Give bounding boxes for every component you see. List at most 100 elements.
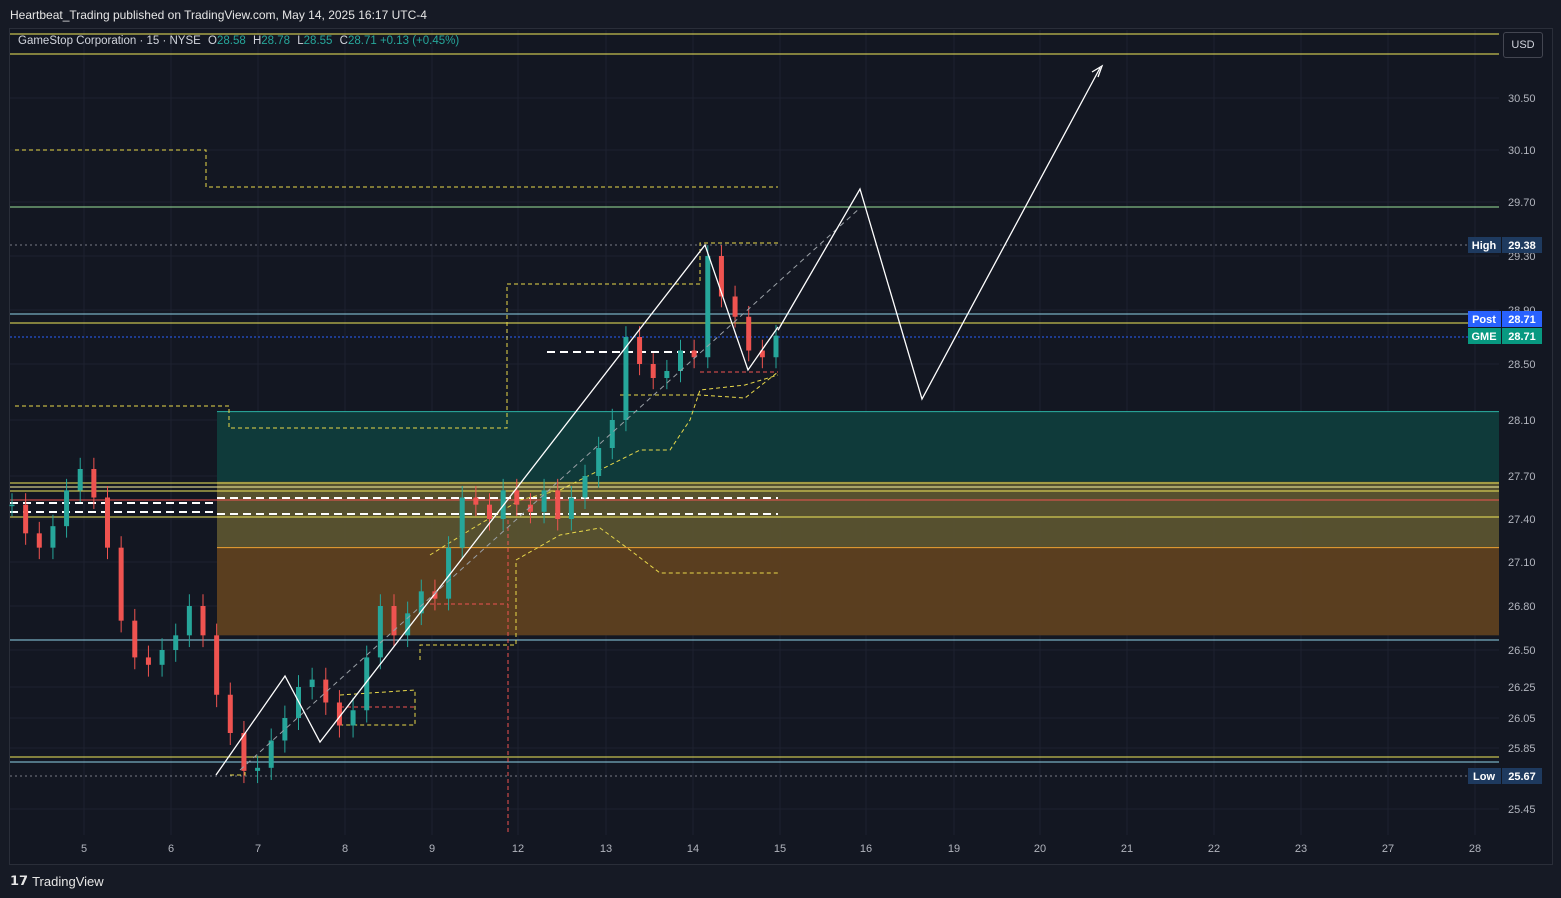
price-tag-value-bg — [1502, 328, 1542, 344]
y-axis-tick: 30.10 — [1508, 145, 1536, 157]
dashed-yellow-box — [339, 689, 416, 726]
x-axis-tick: 7 — [255, 843, 261, 855]
y-axis-tick: 25.85 — [1508, 743, 1536, 755]
change-value: +0.13 (+0.45%) — [379, 35, 460, 47]
candle-body — [91, 469, 97, 498]
price-tag-value-bg — [1502, 237, 1542, 253]
candle-body — [705, 256, 711, 358]
candle-body — [227, 694, 233, 733]
tradingview-logo-icon: 𝟭𝟳 — [10, 873, 29, 888]
symbol-name: GameStop Corporation · 15 · NYSE — [18, 35, 201, 47]
y-axis-tick: 27.70 — [1508, 471, 1536, 483]
candle-body — [623, 337, 629, 420]
y-axis-tick: 28.10 — [1508, 415, 1536, 427]
top-bar: Heartbeat_Trading published on TradingVi… — [0, 0, 1561, 28]
candle-body — [350, 710, 356, 726]
open-label: O — [208, 35, 217, 47]
candle-body — [718, 256, 724, 297]
candle-body — [582, 476, 588, 498]
candle-body — [173, 635, 179, 650]
candle-body — [759, 350, 765, 358]
price-tag-value: 29.38 — [1508, 240, 1536, 252]
y-axis-tick: 27.10 — [1508, 557, 1536, 569]
dashed-yellow-lower — [419, 527, 778, 660]
y-axis-tick: 26.50 — [1508, 645, 1536, 657]
projection-arrow-head — [1091, 64, 1104, 78]
price-tag-value-bg — [1502, 311, 1542, 327]
high-label: H — [252, 35, 262, 47]
candle-body — [596, 448, 602, 476]
y-axis-tick: 26.80 — [1508, 601, 1536, 613]
footer-brand: TradingView — [32, 873, 104, 889]
x-axis-tick: 22 — [1208, 843, 1220, 855]
candle-body — [773, 335, 779, 358]
x-axis-tick: 14 — [687, 843, 699, 855]
y-axis-tick: 29.70 — [1508, 197, 1536, 209]
x-axis-tick: 20 — [1034, 843, 1046, 855]
candle-body — [527, 504, 533, 512]
x-axis-tick: 19 — [948, 843, 960, 855]
x-axis-tick: 8 — [342, 843, 348, 855]
candle-body — [336, 702, 342, 726]
candle-body — [159, 650, 165, 665]
open-value: 28.58 — [216, 35, 246, 47]
price-tag-value-bg — [1502, 768, 1542, 784]
candle-body — [746, 316, 752, 351]
candle-body — [132, 620, 138, 658]
candle-body — [241, 733, 247, 771]
candle-body — [541, 490, 547, 512]
yellow-zone — [217, 481, 1499, 548]
x-axis-tick: 13 — [600, 843, 612, 855]
price-tag-label: High — [1472, 240, 1497, 252]
currency-button[interactable]: USD — [1503, 32, 1543, 58]
price-tag-value: 28.71 — [1508, 331, 1536, 343]
candle-body — [268, 740, 274, 768]
candle-body — [732, 296, 738, 317]
candle-body — [200, 606, 206, 636]
price-tag-label-bg — [1468, 328, 1501, 344]
candle-body — [391, 606, 397, 636]
candle-body — [377, 606, 383, 658]
low-value: 28.55 — [303, 35, 333, 47]
candle-body — [186, 606, 192, 636]
candle-body — [145, 657, 151, 665]
candle-body — [105, 497, 110, 548]
candle-body — [691, 350, 697, 358]
candle-body — [23, 504, 29, 534]
price-tag-value: 28.71 — [1508, 314, 1536, 326]
y-axis-tick: 26.25 — [1508, 682, 1536, 694]
price-tag-value: 25.67 — [1508, 771, 1536, 783]
x-axis-tick: 27 — [1382, 843, 1394, 855]
candle-body — [255, 767, 261, 771]
x-axis-tick: 12 — [512, 843, 524, 855]
y-axis-tick: 29.30 — [1508, 251, 1536, 263]
price-tag-label: Post — [1472, 314, 1496, 326]
published-caption: Heartbeat_Trading published on TradingVi… — [10, 8, 427, 22]
candle-body — [637, 337, 643, 364]
close-label: C — [339, 35, 348, 47]
candle-body — [664, 371, 670, 378]
price-tag-label-bg — [1468, 311, 1501, 327]
candle-body — [609, 420, 615, 448]
candle-body — [9, 504, 15, 507]
candle-body — [418, 591, 424, 614]
dashed-yellow-structure-mid — [15, 242, 778, 429]
price-tag-label-bg — [1468, 768, 1501, 784]
y-axis-tick: 25.45 — [1508, 804, 1536, 816]
candle-body — [555, 490, 561, 519]
candle-body — [473, 497, 479, 505]
x-axis-tick: 23 — [1295, 843, 1307, 855]
candle-body — [405, 613, 411, 636]
y-axis-tick: 30.50 — [1508, 93, 1536, 105]
x-axis-tick: 6 — [168, 843, 174, 855]
candle-body — [50, 526, 56, 548]
close-value: 28.71 — [347, 35, 377, 47]
x-axis-tick: 21 — [1121, 843, 1133, 855]
candle-body — [487, 504, 492, 519]
candle-body — [364, 657, 370, 711]
candle-body — [650, 364, 656, 378]
price-tag-label-bg — [1468, 237, 1501, 253]
candle-body — [214, 635, 220, 695]
candle-body — [446, 547, 452, 599]
